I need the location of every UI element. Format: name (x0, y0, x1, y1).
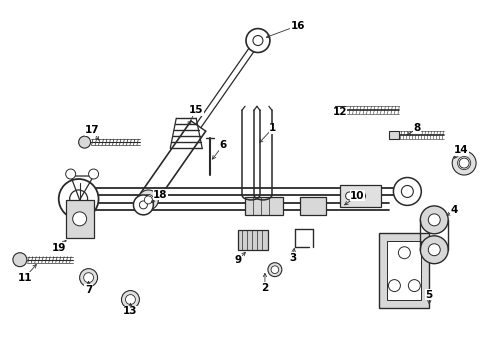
Bar (388, 131, 399, 139)
Circle shape (427, 244, 439, 256)
Text: 9: 9 (234, 255, 241, 265)
Bar (65, 200, 93, 238)
Circle shape (80, 269, 98, 287)
Text: 4: 4 (449, 205, 457, 215)
Text: 14: 14 (453, 145, 468, 155)
Text: 19: 19 (51, 243, 66, 253)
Circle shape (138, 190, 158, 210)
Circle shape (245, 28, 269, 53)
Text: 3: 3 (288, 253, 296, 263)
Text: 13: 13 (123, 306, 138, 316)
Circle shape (139, 201, 147, 209)
Circle shape (133, 195, 153, 215)
Text: 2: 2 (261, 283, 268, 293)
Circle shape (144, 196, 152, 204)
Text: 10: 10 (349, 191, 364, 201)
Circle shape (387, 280, 400, 292)
Bar (379, 233, 428, 307)
Circle shape (401, 185, 412, 197)
Text: 12: 12 (332, 107, 346, 117)
Circle shape (125, 294, 135, 305)
Bar (334, 106, 344, 114)
Circle shape (457, 157, 470, 170)
Bar (339, 185, 381, 207)
Circle shape (458, 158, 468, 168)
Circle shape (59, 179, 99, 219)
Circle shape (270, 266, 278, 274)
Circle shape (357, 192, 365, 200)
Text: 17: 17 (85, 125, 100, 135)
Circle shape (88, 169, 99, 179)
Circle shape (398, 247, 409, 259)
Circle shape (267, 263, 281, 276)
Circle shape (407, 280, 420, 292)
Text: 11: 11 (18, 273, 32, 283)
Bar (244, 197, 282, 215)
Circle shape (13, 253, 27, 267)
Circle shape (420, 236, 447, 264)
Circle shape (83, 273, 93, 283)
Circle shape (345, 192, 353, 200)
Circle shape (451, 151, 475, 175)
Circle shape (393, 177, 421, 206)
Text: 1: 1 (269, 123, 276, 133)
Circle shape (420, 206, 447, 234)
Text: 16: 16 (290, 21, 305, 31)
Text: 18: 18 (153, 190, 167, 200)
Circle shape (69, 190, 87, 208)
Text: 15: 15 (188, 105, 203, 115)
Bar (238, 230, 267, 250)
Circle shape (427, 214, 439, 226)
Text: 6: 6 (219, 140, 226, 150)
Text: 8: 8 (413, 123, 420, 133)
Circle shape (121, 291, 139, 309)
Text: 5: 5 (425, 289, 432, 300)
Circle shape (252, 36, 263, 45)
Text: 7: 7 (85, 284, 92, 294)
Circle shape (65, 169, 76, 179)
Bar (299, 197, 325, 215)
Bar (386, 241, 421, 300)
Circle shape (142, 194, 154, 206)
Circle shape (79, 136, 90, 148)
Circle shape (73, 212, 86, 226)
